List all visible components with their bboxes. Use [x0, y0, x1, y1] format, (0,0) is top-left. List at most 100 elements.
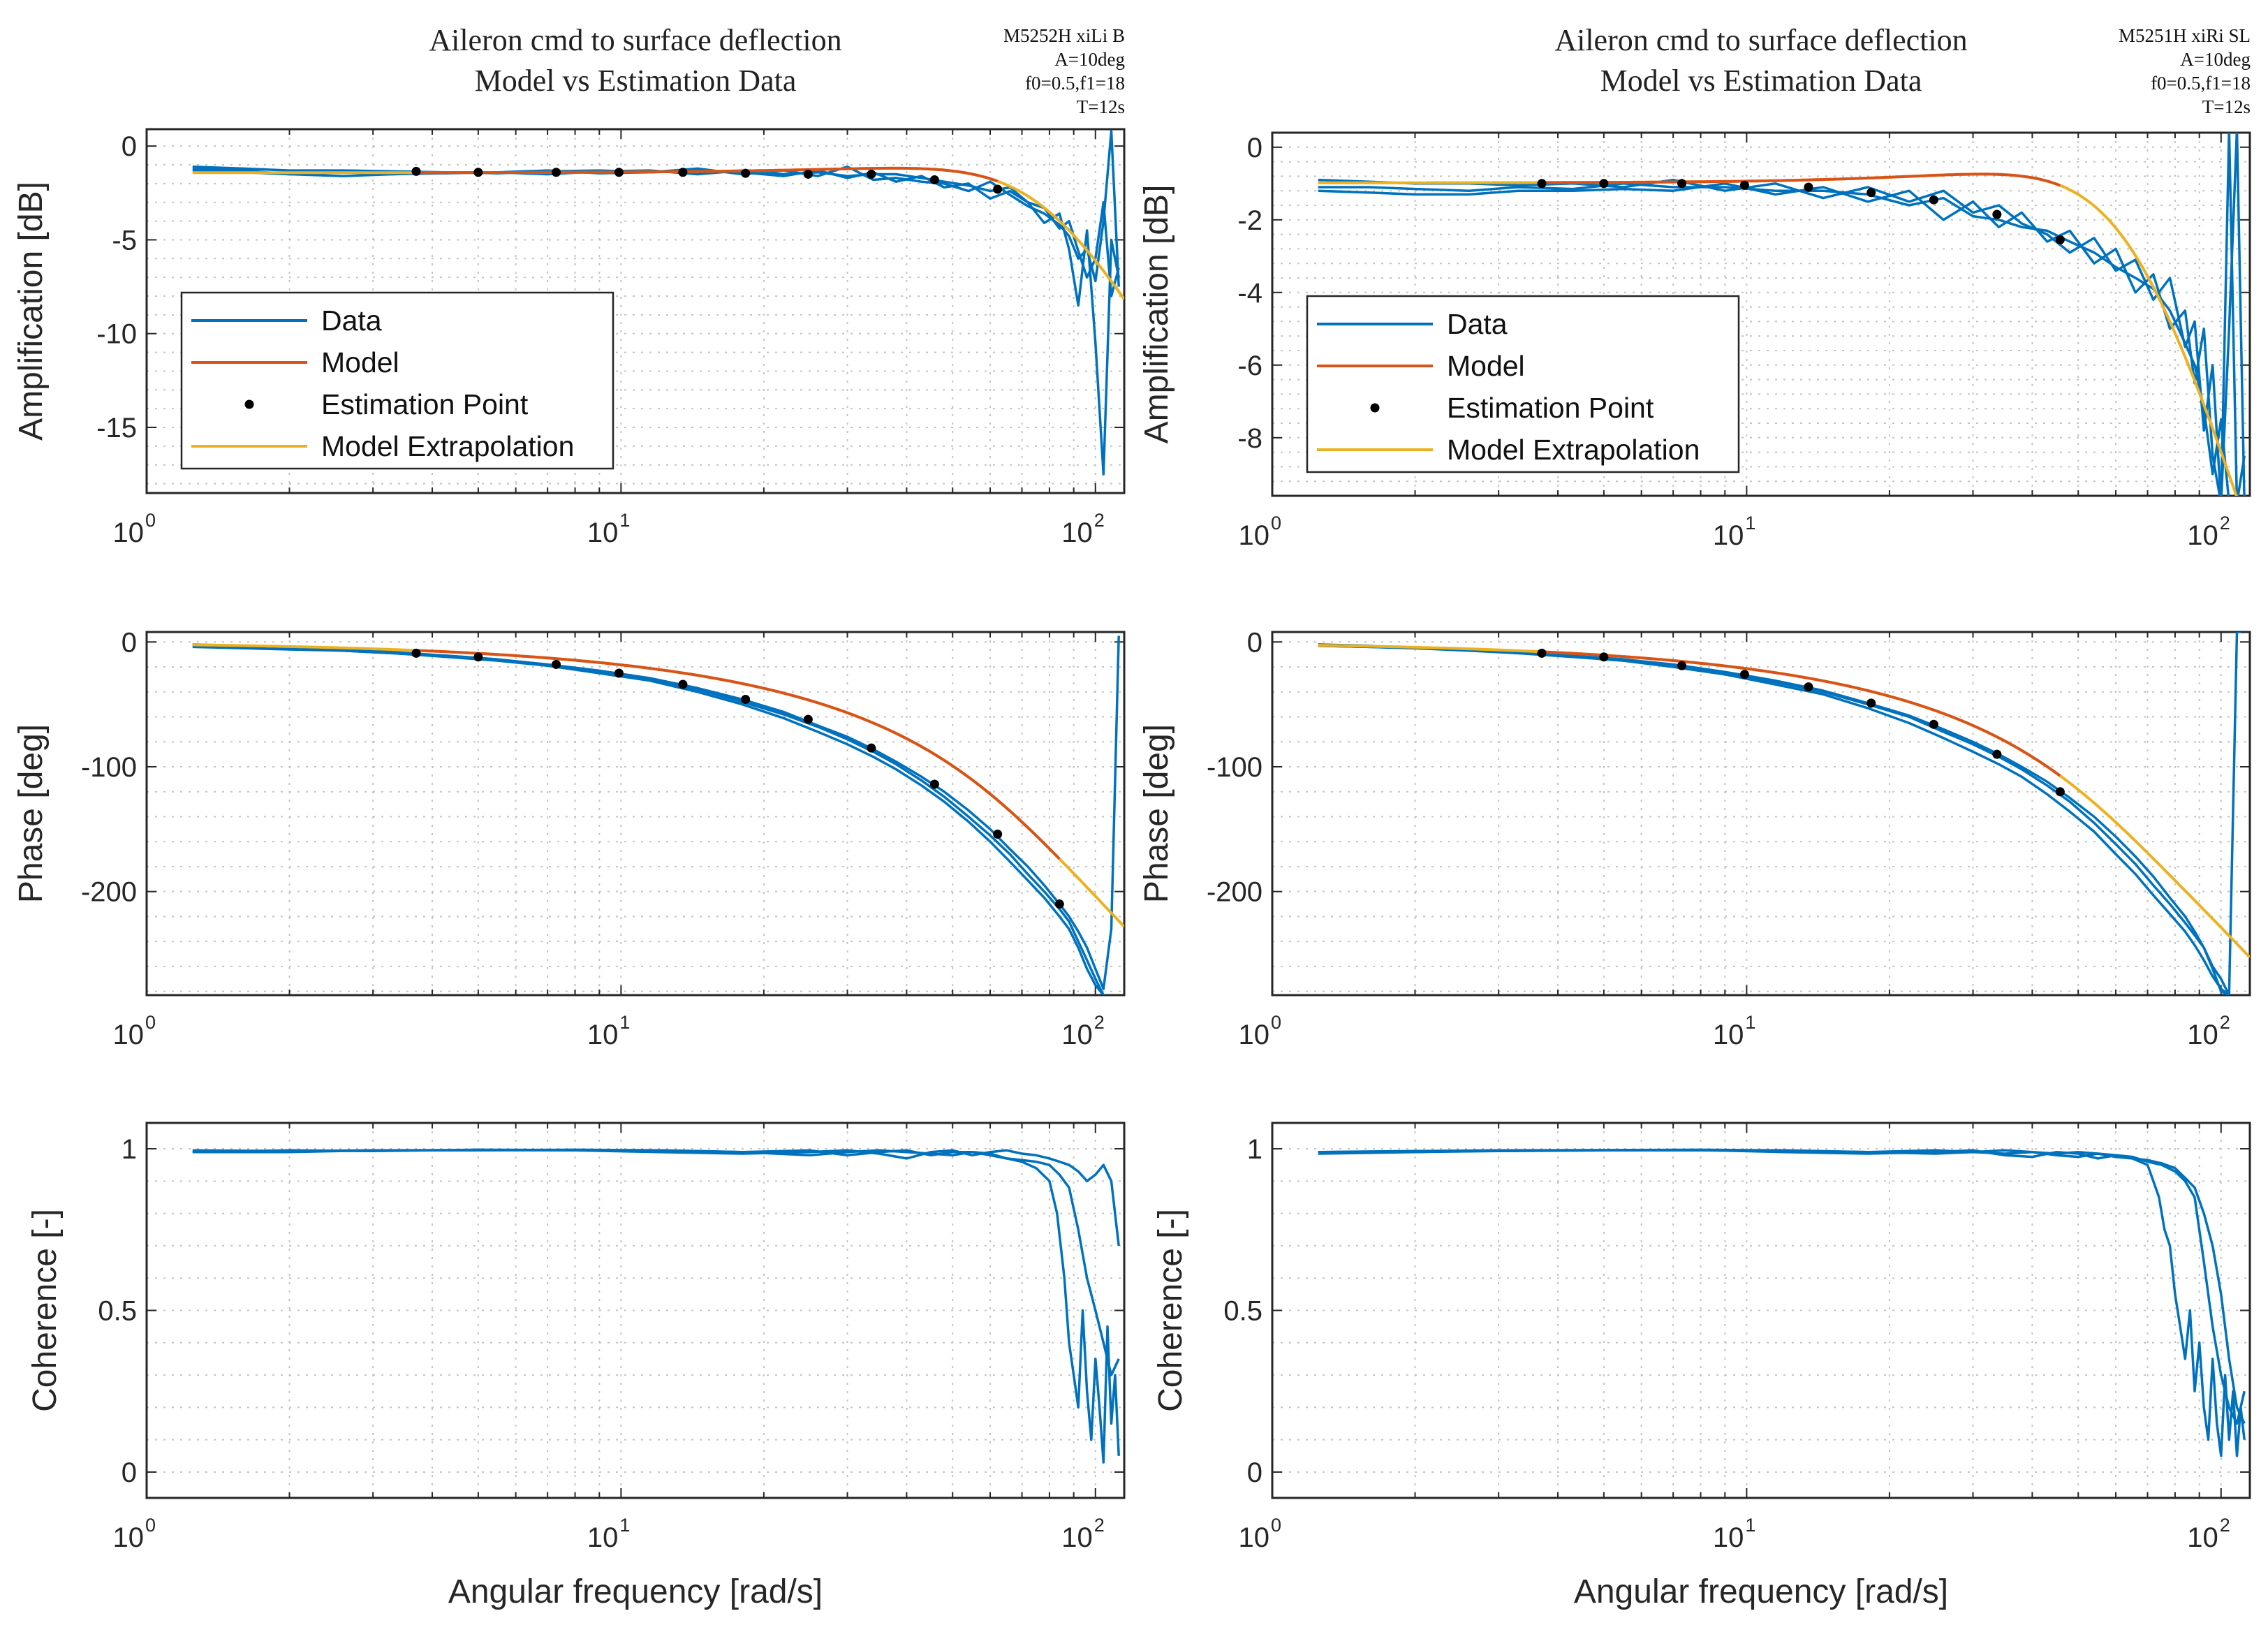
x-tick-label: 10 0	[1239, 1515, 1282, 1553]
x-tick-base: 10	[1061, 1020, 1093, 1050]
data-series-line	[192, 644, 1105, 995]
legend-label-estimation-point: Estimation Point	[321, 388, 529, 420]
legend: Data Model Estimation Point Model Extrapola…	[180, 291, 614, 470]
legend-swatch-estimation-point	[1370, 403, 1380, 413]
estimation-point	[993, 184, 1003, 194]
y-tick-label: -5	[112, 225, 137, 256]
x-tick-base: 10	[587, 1020, 619, 1050]
test-info: A=10deg	[1054, 49, 1125, 70]
estimation-point	[2055, 235, 2065, 244]
legend-label-model-extrapolation: Model Extrapolation	[1447, 434, 1700, 466]
y-axis-label: Amplification [dB]	[1138, 185, 1175, 444]
plot-area	[192, 1148, 1120, 1464]
x-tick-base: 10	[1713, 1522, 1744, 1553]
estimation-point	[552, 659, 561, 669]
y-tick-label: 0	[1247, 133, 1262, 163]
x-tick-exp: 0	[1271, 1012, 1281, 1033]
x-tick-exp: 2	[1094, 1515, 1105, 1536]
x-tick-exp: 1	[619, 1515, 630, 1536]
x-tick-base: 10	[587, 517, 619, 548]
estimation-point	[614, 668, 624, 678]
y-axis-label: Coherence [-]	[27, 1209, 64, 1412]
test-info: f0=0.5,f1=18	[2151, 73, 2251, 94]
x-tick-exp: 0	[145, 1515, 156, 1536]
axes-box	[145, 128, 1126, 494]
x-tick-label: 10 0	[1239, 513, 1282, 551]
estimation-point	[803, 714, 813, 724]
test-info: A=10deg	[2180, 49, 2251, 70]
x-tick-exp: 0	[1271, 513, 1281, 534]
grid	[146, 1123, 1124, 1498]
y-tick-label: 0	[1247, 627, 1262, 658]
data-series-line	[1318, 133, 2246, 496]
y-tick-label: 1	[1247, 1134, 1262, 1165]
x-axis-label: Angular frequency [rad/s]	[1574, 1573, 1948, 1610]
y-tick-label: -2	[1237, 205, 1262, 236]
x-tick-label: 10 0	[1239, 1012, 1282, 1050]
data-series-line	[192, 1148, 1120, 1376]
estimation-point	[929, 779, 939, 789]
y-tick-label: -200	[81, 877, 137, 908]
x-tick-base: 10	[2187, 1522, 2218, 1553]
x-tick-label: 10 1	[1713, 1012, 1756, 1050]
y-tick-label: -6	[1237, 351, 1262, 381]
test-info: T=12s	[1077, 96, 1125, 117]
model-line	[1542, 172, 2061, 187]
estimation-point	[473, 652, 483, 662]
y-tick-label: -200	[1207, 877, 1262, 908]
estimation-point	[1677, 661, 1687, 670]
x-axis-label: Angular frequency [rad/s]	[448, 1573, 823, 1610]
chart-left: Aileron cmd to surface deflection Model v…	[13, 23, 1126, 1610]
y-tick-label: 1	[122, 1134, 137, 1165]
estimation-point	[1537, 179, 1547, 189]
legend-label-estimation-point: Estimation Point	[1447, 392, 1654, 424]
x-tick-base: 10	[1239, 1020, 1270, 1050]
y-axis-label: Amplification [dB]	[13, 182, 50, 441]
y-tick-label: -4	[1237, 278, 1262, 309]
data-series-line	[1318, 182, 2230, 496]
x-tick-base: 10	[113, 1020, 145, 1050]
y-tick-label: 0.5	[1223, 1296, 1262, 1327]
axes-box	[145, 631, 1126, 997]
y-tick-label: -100	[81, 752, 137, 783]
x-tick-exp: 2	[2220, 1515, 2230, 1536]
x-tick-label: 10 2	[2187, 513, 2230, 551]
x-tick-label: 10 0	[113, 1012, 156, 1050]
x-tick-exp: 2	[1094, 1012, 1105, 1033]
x-tick-base: 10	[1713, 1020, 1744, 1050]
estimation-point	[1929, 719, 1938, 729]
x-tick-label: 10 1	[587, 510, 631, 548]
x-tick-label: 10 1	[1713, 513, 1756, 551]
model-line	[415, 649, 1061, 860]
legend-label-model: Model	[1447, 350, 1525, 382]
x-tick-label: 10 1	[587, 1012, 631, 1050]
plot-area	[192, 635, 1124, 995]
x-tick-label: 10 2	[2187, 1012, 2230, 1050]
y-tick-label: 0	[122, 627, 137, 658]
chart-right: Aileron cmd to surface deflection Model v…	[1138, 23, 2251, 1610]
x-tick-label: 10 1	[1713, 1515, 1756, 1553]
plot-area	[192, 129, 1124, 476]
model-line	[416, 166, 999, 183]
x-tick-base: 10	[1061, 1522, 1093, 1553]
test-info: f0=0.5,f1=18	[1025, 73, 1125, 94]
legend-label-model: Model	[321, 346, 399, 378]
x-tick-exp: 1	[1745, 1515, 1755, 1536]
x-tick-base: 10	[113, 517, 145, 548]
x-tick-label: 10 2	[1061, 1515, 1105, 1553]
estimation-point	[867, 743, 876, 753]
x-tick-exp: 1	[619, 510, 630, 531]
data-series-line	[1318, 133, 2246, 496]
y-tick-label: -10	[96, 319, 137, 350]
estimation-point	[1599, 179, 1609, 189]
estimation-point	[411, 166, 421, 176]
x-tick-base: 10	[113, 1522, 145, 1553]
y-tick-label: -8	[1237, 423, 1262, 454]
test-info: T=12s	[2202, 96, 2251, 117]
estimation-point	[1599, 652, 1609, 662]
estimation-point	[1866, 188, 1876, 198]
estimation-point	[552, 168, 561, 177]
